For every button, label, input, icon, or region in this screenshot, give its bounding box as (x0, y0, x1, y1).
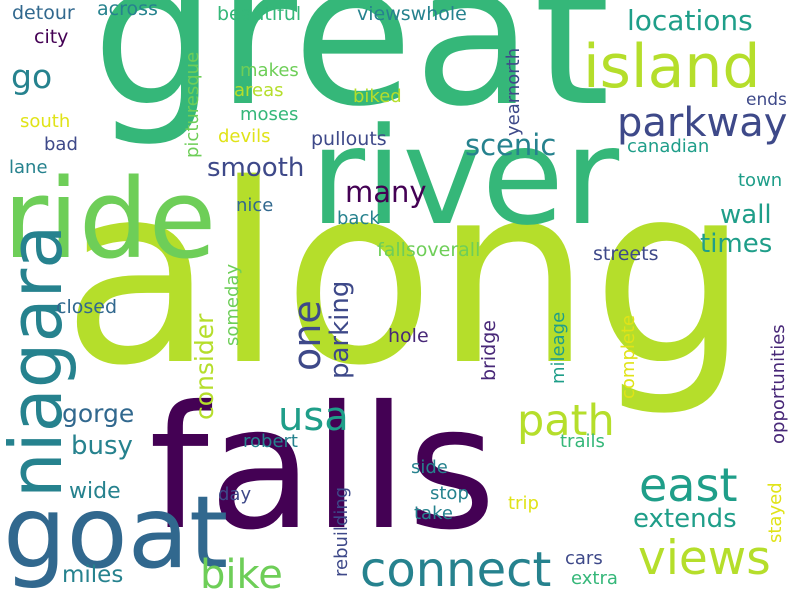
word-busy: busy (71, 431, 133, 461)
word-mileage: mileage (548, 311, 569, 384)
word-closed: closed (56, 296, 117, 318)
word-wall: wall (720, 200, 772, 230)
word-scenic: scenic (465, 128, 557, 162)
word-complete: complete (618, 314, 639, 399)
word-yearnorth: yearnorth (503, 47, 524, 136)
word-bad: bad (44, 134, 78, 155)
word-niagara: niagara (0, 224, 78, 498)
word-island: island (583, 32, 761, 102)
word-east: east (639, 458, 738, 512)
word-ends: ends (746, 90, 787, 110)
word-south: south (20, 111, 71, 132)
word-viewswhole: viewswhole (357, 3, 467, 25)
word-river: river (310, 99, 620, 255)
word-town: town (738, 170, 783, 191)
word-hole: hole (388, 325, 429, 347)
word-one: one (285, 300, 329, 371)
word-across: across (97, 0, 158, 20)
word-take: take (414, 503, 453, 524)
word-along: along (62, 132, 750, 420)
word-moses: moses (240, 104, 299, 125)
word-biked: biked (353, 86, 402, 107)
word-pullouts: pullouts (311, 128, 387, 150)
word-bike: bike (200, 552, 283, 598)
word-robert: robert (243, 431, 298, 452)
word-areas: areas (234, 80, 284, 101)
word-falls: falls (149, 370, 497, 568)
word-smooth: smooth (207, 153, 305, 183)
word-back: back (337, 208, 380, 229)
word-bridge: bridge (478, 320, 500, 381)
word-go: go (11, 57, 53, 96)
word-picturesque: picturesque (182, 51, 203, 158)
word-beautiful: beautiful (217, 3, 302, 25)
word-parkway: parkway (617, 100, 788, 146)
word-consider: consider (190, 313, 219, 420)
word-ride: ride (3, 155, 217, 283)
word-goat: goat (3, 474, 229, 591)
word-streets: streets (593, 243, 659, 265)
word-trip: trip (508, 493, 539, 514)
word-locations: locations (627, 4, 753, 37)
word-lane: lane (9, 157, 48, 178)
word-fallsoverall: fallsoverall (377, 239, 481, 261)
word-makes: makes (240, 60, 299, 81)
word-day: day (218, 484, 252, 505)
word-views: views (638, 531, 771, 586)
word-canadian: canadian (627, 136, 710, 157)
word-devils: devils (218, 126, 271, 147)
word-rebuilding: rebuilding (331, 486, 352, 577)
word-path: path (517, 396, 615, 446)
word-side: side (411, 457, 448, 478)
word-city: city (34, 26, 69, 48)
word-wide: wide (69, 479, 121, 504)
word-extends: extends (633, 504, 737, 534)
word-stayed: stayed (765, 482, 786, 543)
word-great: great (92, 0, 611, 150)
word-someday: someday (222, 263, 243, 346)
word-trails: trails (560, 431, 605, 452)
word-cars: cars (565, 548, 603, 569)
word-nice: nice (236, 195, 274, 216)
word-times: times (700, 229, 773, 259)
word-stop: stop (430, 483, 469, 504)
word-miles: miles (62, 562, 124, 588)
word-parking: parking (325, 280, 355, 379)
word-connect: connect (360, 542, 552, 598)
word-gorge: gorge (62, 399, 135, 428)
word-opportunities: opportunities (768, 324, 789, 444)
word-detour: detour (12, 2, 75, 24)
word-usa: usa (278, 394, 349, 440)
word-many: many (345, 175, 427, 209)
word-extra: extra (571, 568, 618, 589)
